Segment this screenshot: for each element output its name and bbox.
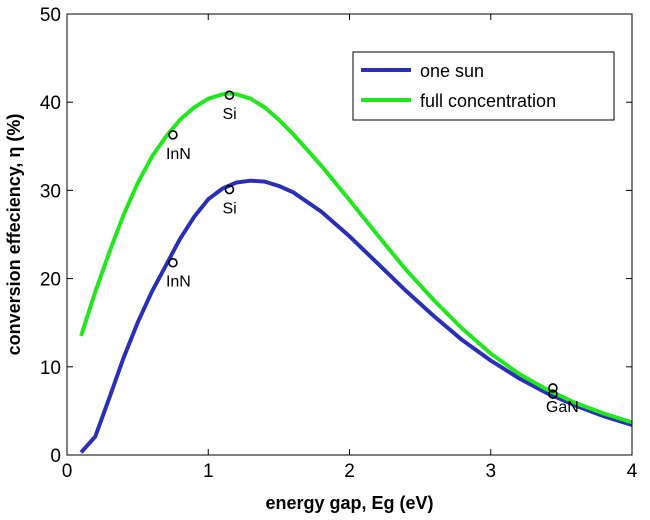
x-tick-label: 0 (62, 461, 73, 482)
material-marker (168, 130, 178, 140)
legend-box (352, 51, 615, 121)
plot-frame (66, 13, 633, 456)
annotation-label: Si (222, 106, 236, 123)
y-axis-label: conversion effeciency, η (%) (4, 114, 24, 356)
x-tick-label: 4 (627, 461, 638, 482)
y-tick-label: 40 (40, 93, 61, 114)
legend-label-full-concentration: full concentration (420, 91, 556, 111)
material-marker (224, 90, 235, 100)
legend-label-one-sun: one sun (420, 61, 484, 81)
y-tick-label: 20 (40, 270, 61, 291)
material-marker (168, 257, 178, 268)
material-marker (548, 389, 558, 399)
y-tick-label: 30 (40, 181, 61, 202)
annotation-label: InN (166, 274, 191, 291)
annotation-label: Si (222, 201, 236, 218)
y-tick-label: 50 (40, 5, 61, 26)
legend: one sun full concentration (352, 51, 615, 121)
x-tick-label: 3 (485, 461, 496, 482)
y-tick-label: 0 (50, 446, 61, 467)
material-marker (548, 383, 558, 393)
series-line-one-sun (79, 178, 633, 454)
series-line-full-concentration (79, 91, 633, 425)
x-tick-label: 1 (203, 461, 214, 482)
x-axis-label: energy gap, Eg (eV) (265, 493, 433, 513)
annotation-label: InN (166, 146, 191, 163)
x-tick-label: 2 (344, 461, 355, 482)
y-tick-label: 10 (40, 358, 61, 379)
series-lines (79, 91, 633, 454)
annotation-label: GaN (546, 399, 579, 416)
material-markers: InN Si InN Si GaN (166, 90, 579, 416)
material-marker (224, 184, 235, 195)
